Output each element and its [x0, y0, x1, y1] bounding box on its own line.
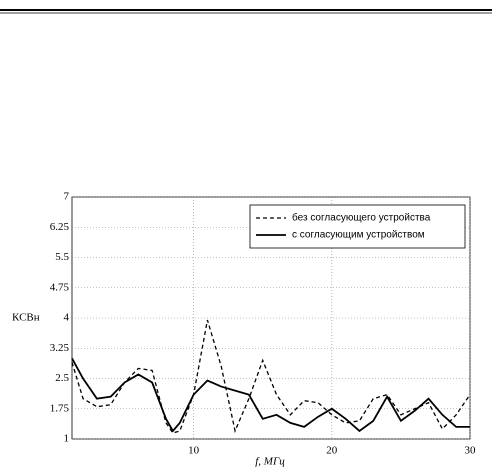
x-tick-label: 30 — [465, 445, 477, 457]
x-tick-label: 20 — [326, 445, 338, 457]
data-line — [71, 319, 471, 434]
x-tick-label: 10 — [188, 445, 200, 457]
y-tick-label: 1 — [64, 433, 70, 445]
legend-label: без согласующего устройства — [292, 212, 431, 224]
chart: 1 1.75 2.5 3.25 4 4.75 5.5 6.25 7 10 20 30 КСВн f, МГ… — [12, 191, 476, 468]
y-tick-label: 6.25 — [50, 221, 70, 233]
y-tick-label: 7 — [64, 191, 70, 203]
y-tick-label: 4 — [64, 312, 70, 324]
y-tick-label: 2.5 — [55, 372, 69, 384]
y-axis-label: КСВн — [12, 312, 40, 324]
y-tick-label: 3.25 — [50, 342, 70, 354]
y-tick-label: 4.75 — [50, 281, 70, 293]
legend-box — [249, 204, 466, 249]
y-tick-label: 5.5 — [55, 251, 69, 263]
x-axis-label: f, МГц — [255, 456, 285, 468]
legend-label: с согласующим устройством — [292, 230, 425, 241]
y-tick-label: 1.75 — [50, 402, 70, 414]
data-line — [71, 357, 470, 433]
